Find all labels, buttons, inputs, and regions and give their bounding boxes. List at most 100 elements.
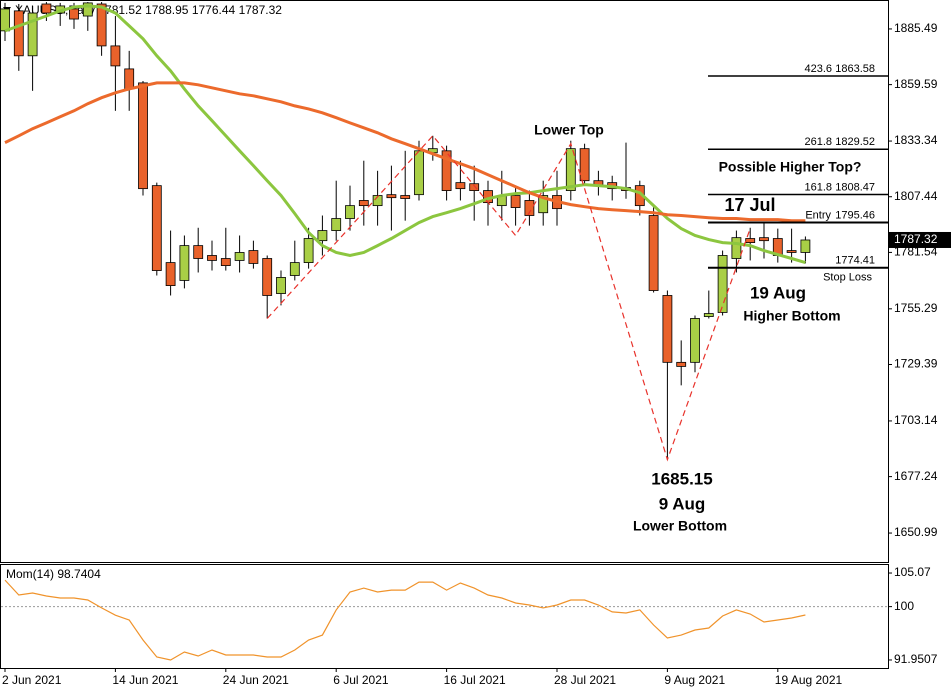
fib-ratio: 161.8	[804, 181, 832, 193]
candle-body	[193, 245, 204, 259]
y-tick-label: 1885.49	[894, 21, 938, 35]
candle-body	[138, 82, 148, 190]
indicator-line	[4, 579, 806, 661]
y-tick-label: 1677.24	[894, 469, 938, 483]
x-tick-label: 19 Aug 2021	[775, 673, 843, 687]
candle-body	[165, 262, 176, 286]
price-marker-label: 1787.32	[894, 232, 938, 246]
fib-ratio: 261.8	[804, 136, 832, 148]
fib-ratio: 423.6	[804, 63, 832, 75]
candle-body	[179, 245, 190, 281]
moving-average	[4, 4, 806, 265]
annotation: Lower Bottom	[633, 518, 727, 534]
candle-body	[441, 150, 452, 191]
candle-body	[276, 277, 286, 294]
fib-label: Entry	[805, 209, 831, 221]
candle-body	[538, 195, 549, 214]
annotation: Possible Higher Top?	[719, 159, 862, 175]
annotation: 17 Jul	[724, 195, 775, 215]
candle-body	[13, 10, 24, 57]
candle-body	[703, 313, 714, 317]
candle-body	[82, 2, 93, 17]
main-panel	[0, 0, 889, 563]
candle-body	[207, 255, 217, 261]
x-tick-label: 2 Jun 2021	[2, 673, 62, 687]
candle-body	[786, 250, 797, 253]
candle-body	[745, 238, 756, 244]
fib-value: 1795.46	[835, 209, 875, 221]
candle-body	[759, 237, 769, 242]
candle-body	[303, 238, 314, 263]
candle-body	[27, 12, 38, 57]
indicator-name: Mom(14)	[6, 567, 54, 581]
candle-body	[262, 258, 273, 296]
x-tick-label: 24 Jun 2021	[223, 673, 289, 687]
candle-body	[220, 258, 231, 267]
y-tick-label: 1650.99	[894, 525, 938, 539]
y-tick-label: 100	[894, 599, 914, 613]
price-marker	[889, 231, 951, 248]
candle-body	[124, 68, 135, 90]
x-tick-label: 6 Jul 2021	[333, 673, 389, 687]
candle-body	[717, 255, 728, 313]
y-tick-label: 1755.29	[894, 301, 938, 315]
annotation: Higher Bottom	[743, 308, 840, 324]
candle-body	[0, 8, 10, 32]
x-tick-label: 28 Jul 2021	[554, 673, 616, 687]
fib-label: Stop Loss	[823, 272, 872, 284]
y-tick-label: 105.07	[894, 565, 931, 579]
y-tick-label: 1781.54	[894, 245, 938, 259]
candle-body	[579, 148, 590, 182]
fib-value: 1774.41	[835, 255, 875, 267]
candle-body	[524, 200, 535, 216]
candle-body	[800, 239, 811, 253]
candle-body	[372, 195, 383, 207]
y-tick-label: 1859.59	[894, 77, 938, 91]
annotation: 9 Aug	[659, 494, 706, 513]
x-tick-label: 16 Jul 2021	[444, 673, 506, 687]
fib-value: 1808.47	[835, 181, 875, 193]
fib-value: 1863.58	[835, 63, 875, 75]
momentum-panel	[0, 564, 889, 669]
candle-body	[69, 8, 79, 20]
y-tick-label: 1703.14	[894, 413, 938, 427]
annotation: Lower Top	[534, 122, 604, 138]
ohlc-open: 1781.52	[98, 3, 142, 17]
candle-body	[400, 195, 411, 199]
candle-body	[248, 250, 259, 264]
annotation: 19 Aug	[750, 283, 806, 302]
candle-body	[676, 361, 687, 367]
candle-body	[565, 148, 576, 191]
header: XAUUSD,Daily 1781.52 1788.95 1776.44 178…	[15, 3, 282, 17]
ohlc-close: 1787.32	[239, 3, 283, 17]
moving-average	[4, 81, 806, 223]
candle-body	[317, 230, 328, 242]
y-tick-label: 1833.34	[894, 133, 938, 147]
indicator-value: 98.7404	[57, 567, 101, 581]
candle-body	[510, 195, 521, 208]
low-value-label: 1685.15	[651, 469, 712, 488]
candle-body	[386, 194, 397, 199]
candle-body	[41, 3, 52, 14]
x-tick-label: 14 Jun 2021	[112, 673, 178, 687]
candle-body	[414, 150, 424, 196]
candle-body	[731, 237, 742, 259]
y-tick-label: 91.9507	[894, 652, 938, 666]
zigzag	[266, 134, 751, 462]
candle-body	[110, 45, 121, 67]
candle-body	[469, 183, 480, 191]
y-tick-label: 1729.39	[894, 357, 938, 371]
candle-body	[648, 215, 659, 291]
candle-body	[151, 185, 162, 271]
candle-body	[331, 218, 342, 231]
indicator-title: Mom(14) 98.7404	[6, 567, 101, 581]
candle-body	[455, 182, 466, 190]
candle-body	[358, 200, 369, 207]
y-tick-label: 1807.44	[894, 189, 938, 203]
ohlc-high: 1788.95	[145, 3, 189, 17]
candle-body	[345, 205, 355, 219]
candle-body	[96, 3, 107, 47]
candle-body	[234, 252, 245, 261]
